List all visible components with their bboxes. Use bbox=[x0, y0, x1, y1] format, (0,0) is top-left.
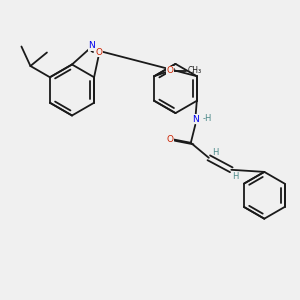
Text: N: N bbox=[88, 41, 95, 50]
Text: H: H bbox=[212, 148, 219, 157]
Text: N: N bbox=[192, 115, 199, 124]
Text: CH₃: CH₃ bbox=[188, 66, 202, 75]
Text: H: H bbox=[232, 172, 239, 181]
Text: -H: -H bbox=[203, 114, 212, 123]
Text: O: O bbox=[166, 66, 173, 75]
Text: O: O bbox=[166, 135, 173, 144]
Text: O: O bbox=[96, 48, 103, 57]
